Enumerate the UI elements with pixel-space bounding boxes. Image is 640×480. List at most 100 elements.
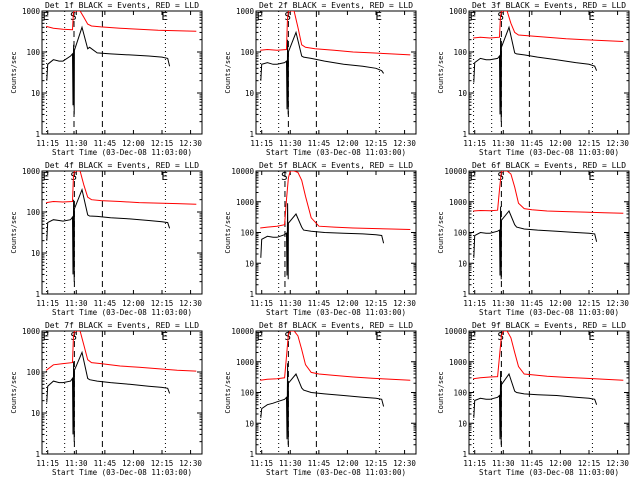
x-tick-label: 12:15: [365, 299, 388, 308]
time-marker-label: E: [588, 10, 595, 23]
y-axis-label: Counts/sec: [10, 51, 18, 93]
y-tick-label: 10: [245, 89, 255, 98]
y-tick-label: 1000: [22, 167, 41, 176]
y-tick-label: 10: [458, 259, 468, 268]
plot-frame: [41, 330, 203, 455]
x-tick-label: 11:30: [279, 459, 302, 468]
x-tick-label: 11:30: [65, 139, 88, 148]
x-tick-label: 12:30: [179, 459, 202, 468]
x-tick-label: 12:15: [151, 139, 174, 148]
x-tick-label: 11:15: [36, 139, 59, 148]
plot-frame: [468, 10, 630, 135]
x-tick-label: 12:00: [122, 459, 145, 468]
x-axis-label: Start Time (03-Dec-08 11:03:00): [266, 308, 406, 317]
x-tick-label: 11:30: [65, 459, 88, 468]
y-tick-label: 100: [240, 48, 254, 57]
x-tick-label: 12:15: [151, 459, 174, 468]
y-tick-label: 1: [35, 450, 40, 459]
time-marker-label: E: [375, 330, 382, 343]
series-line-events: [260, 30, 385, 115]
time-marker-label: E: [161, 170, 168, 183]
x-tick-label: 12:15: [365, 459, 388, 468]
y-tick-label: 1: [249, 130, 254, 139]
x-tick-label: 12:15: [151, 299, 174, 308]
x-tick-label: 12:30: [606, 459, 629, 468]
series-line-lld: [46, 11, 197, 32]
x-axis-label: Start Time (03-Dec-08 11:03:00): [479, 148, 619, 157]
x-tick-label: 11:45: [94, 139, 117, 148]
x-tick-label: 12:30: [606, 299, 629, 308]
y-tick-label: 1: [462, 290, 467, 299]
y-tick-label: 1000: [236, 7, 255, 16]
x-tick-label: 11:30: [492, 299, 515, 308]
x-tick-label: 12:15: [578, 459, 601, 468]
x-tick-label: 11:15: [463, 459, 486, 468]
series-line-events: [260, 363, 385, 445]
x-axis-label: Start Time (03-Dec-08 11:03:00): [52, 308, 192, 317]
y-axis-label: Counts/sec: [10, 211, 18, 253]
panel-title: Det 6f BLACK = Events, RED = LLD: [472, 161, 626, 170]
x-tick-label: 12:00: [549, 139, 572, 148]
y-axis-label: Counts/sec: [437, 211, 445, 253]
x-axis-label: Start Time (03-Dec-08 11:03:00): [479, 308, 619, 317]
series-line-lld: [260, 11, 411, 56]
x-tick-label: 11:45: [521, 299, 544, 308]
time-marker-label: S: [281, 170, 288, 183]
panel-title: Det 5f BLACK = Events, RED = LLD: [259, 161, 413, 170]
series-line-events: [46, 350, 171, 442]
y-tick-label: 100: [26, 48, 40, 57]
x-tick-label: 12:00: [549, 459, 572, 468]
time-marker-label: E: [43, 10, 50, 23]
y-tick-label: 1000: [236, 198, 255, 207]
series-line-events: [473, 206, 598, 280]
x-axis-label: Start Time (03-Dec-08 11:03:00): [479, 468, 619, 477]
x-axis-label: Start Time (03-Dec-08 11:03:00): [52, 148, 192, 157]
x-tick-label: 12:00: [122, 299, 145, 308]
series-line-events: [260, 203, 385, 280]
panel-title: Det 9f BLACK = Events, RED = LLD: [472, 321, 626, 330]
x-axis-label: Start Time (03-Dec-08 11:03:00): [266, 468, 406, 477]
y-tick-label: 100: [26, 208, 40, 217]
y-tick-label: 1000: [449, 358, 468, 367]
y-tick-label: 10000: [231, 327, 254, 336]
y-axis-label: Counts/sec: [437, 51, 445, 93]
x-tick-label: 11:30: [492, 139, 515, 148]
x-tick-label: 11:45: [308, 299, 331, 308]
plot-frame: [41, 10, 203, 135]
x-tick-label: 12:15: [578, 299, 601, 308]
x-tick-label: 12:00: [549, 299, 572, 308]
panel-det-4: Det 4f BLACK = Events, RED = LLD 1 10 100 10…: [10, 161, 203, 317]
series-line-lld: [45, 331, 197, 372]
time-marker-label: E: [43, 330, 50, 343]
panel-title: Det 2f BLACK = Events, RED = LLD: [259, 1, 413, 10]
time-marker-label: E: [470, 330, 477, 343]
y-axis-label: Counts/sec: [224, 51, 232, 93]
y-tick-label: 10: [458, 419, 468, 428]
time-marker-label: E: [257, 10, 264, 23]
y-tick-label: 1000: [22, 7, 41, 16]
x-tick-label: 11:45: [94, 299, 117, 308]
x-tick-label: 12:15: [365, 139, 388, 148]
y-tick-label: 1: [249, 290, 254, 299]
y-tick-label: 100: [26, 368, 40, 377]
x-tick-label: 12:30: [179, 139, 202, 148]
y-tick-label: 1: [462, 130, 467, 139]
x-tick-label: 11:45: [308, 459, 331, 468]
y-axis-label: Counts/sec: [224, 211, 232, 253]
panel-det-7: Det 7f BLACK = Events, RED = LLD 1 10 100 10…: [10, 321, 203, 477]
panel-det-9: Det 9f BLACK = Events, RED = LLD 1 10 100 10…: [437, 321, 630, 477]
y-tick-label: 10000: [444, 167, 467, 176]
series-line-events: [473, 370, 598, 445]
y-tick-label: 10: [31, 409, 41, 418]
time-marker-label: E: [588, 330, 595, 343]
x-tick-label: 12:30: [393, 299, 416, 308]
x-tick-label: 11:30: [279, 139, 302, 148]
y-axis-label: Counts/sec: [10, 371, 18, 413]
x-tick-label: 11:15: [250, 139, 273, 148]
x-tick-label: 12:15: [578, 139, 601, 148]
plot-frame: [41, 170, 203, 295]
panel-title: Det 4f BLACK = Events, RED = LLD: [45, 161, 199, 170]
time-marker-label: E: [470, 170, 477, 183]
x-tick-label: 11:30: [279, 299, 302, 308]
panel-det-5: Det 5f BLACK = Events, RED = LLD 1 10 100 10…: [224, 161, 417, 317]
